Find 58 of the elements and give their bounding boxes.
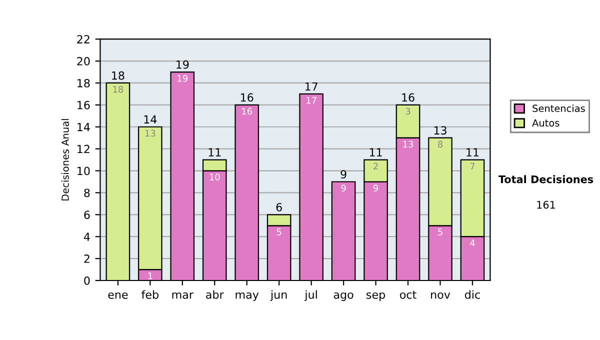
y-tick-label: 2 xyxy=(84,254,90,263)
total-label: 9 xyxy=(340,170,346,178)
data-label: 1 xyxy=(148,272,152,280)
y-tick-label: 18 xyxy=(78,78,90,88)
x-tick-label: feb xyxy=(142,290,158,299)
data-label: 7 xyxy=(470,162,475,170)
data-label: 3 xyxy=(406,108,410,115)
total-label: 11 xyxy=(370,148,382,156)
x-tick-label: oct xyxy=(400,290,416,299)
data-label: 17 xyxy=(306,96,316,104)
x-tick-label: ago xyxy=(334,292,354,301)
data-label: 19 xyxy=(178,74,188,82)
data-label: 9 xyxy=(341,184,346,192)
y-tick-label: 8 xyxy=(84,188,90,198)
y-tick-label: 16 xyxy=(78,100,90,110)
data-label: 13 xyxy=(145,130,156,137)
data-label: 16 xyxy=(242,108,252,115)
total-label: 11 xyxy=(208,148,221,156)
y-axis-title: Decisiones Anual xyxy=(61,119,69,200)
data-label: 5 xyxy=(276,228,282,236)
x-tick-label: may xyxy=(236,292,259,301)
x-tick-label: mar xyxy=(172,292,194,299)
data-label: 8 xyxy=(438,140,442,148)
total-label: 18 xyxy=(112,71,124,80)
total-label: 16 xyxy=(241,93,254,102)
x-tick-label: ene xyxy=(108,292,128,299)
total-label: 17 xyxy=(305,82,318,91)
data-label: 9 xyxy=(373,184,378,192)
total-label: 13 xyxy=(434,126,446,135)
y-tick-label: 0 xyxy=(84,276,90,285)
y-tick-label: 22 xyxy=(77,35,90,44)
text: Total Decisiones xyxy=(498,175,594,184)
total-label: 11 xyxy=(466,148,479,156)
total-label: 16 xyxy=(402,93,414,102)
total-label: 14 xyxy=(144,115,157,124)
y-tick-label: 6 xyxy=(84,210,90,220)
x-tick-label: jun xyxy=(270,290,287,301)
data-label: 2 xyxy=(374,162,378,170)
data-label: 5 xyxy=(438,228,442,236)
y-tick-label: 14 xyxy=(78,123,90,132)
y-tick-label: 20 xyxy=(77,57,90,66)
total-label: 19 xyxy=(176,60,189,69)
text: 161 xyxy=(537,200,555,209)
x-tick-label: dic xyxy=(464,290,480,299)
legend-label: Autos xyxy=(532,119,560,127)
total-label: 6 xyxy=(276,203,282,212)
x-tick-label: nov xyxy=(431,292,450,299)
legend-label: Sentencias xyxy=(532,104,585,112)
y-tick-label: 10 xyxy=(78,166,90,176)
x-tick-label: sep xyxy=(366,292,386,301)
x-tick-label: abr xyxy=(206,290,224,299)
data-label: 4 xyxy=(470,240,475,246)
data-label: 10 xyxy=(210,174,220,181)
data-label: 18 xyxy=(113,86,124,93)
x-tick-label: jul xyxy=(304,290,317,301)
y-tick-label: 12 xyxy=(78,144,90,154)
y-tick-label: 4 xyxy=(84,232,90,241)
data-label: 13 xyxy=(403,140,414,148)
